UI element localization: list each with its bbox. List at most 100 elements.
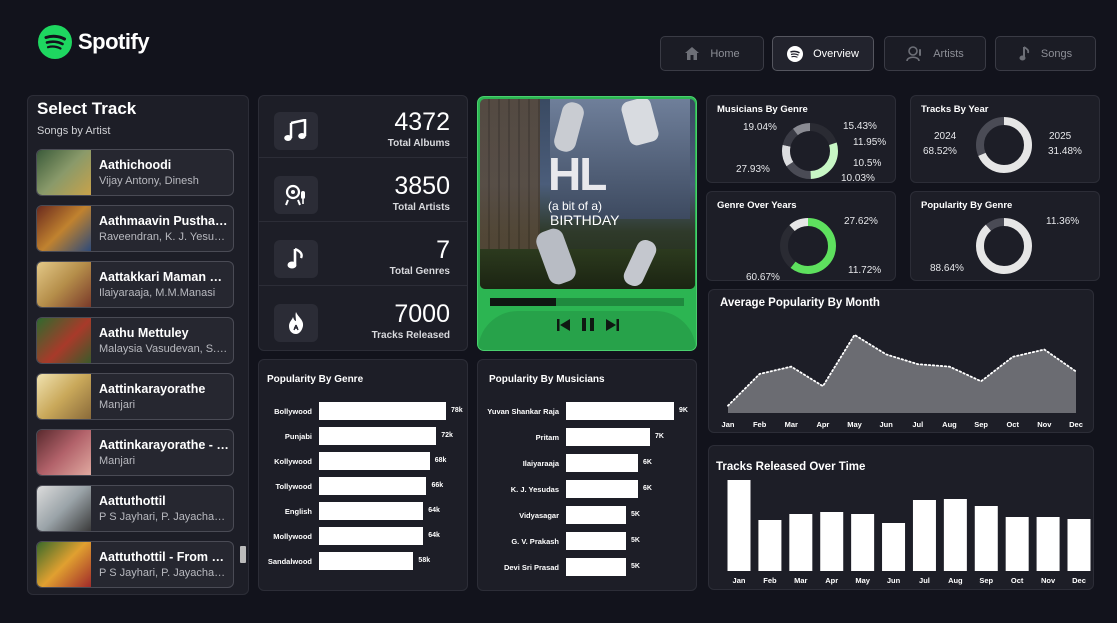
popularity-by-genre-donut (974, 216, 1034, 276)
area-fill (728, 335, 1076, 413)
next-icon[interactable] (606, 319, 619, 331)
bar[interactable] (566, 480, 638, 498)
kpi-label: Total Artists (393, 202, 450, 213)
track-item[interactable]: Aattuthottil P S Jayhari, P. Jayachandran (36, 485, 234, 532)
kpi-label: Tracks Released (372, 330, 450, 341)
bar-category-label: Pritam (536, 433, 559, 442)
bar[interactable] (1037, 517, 1060, 571)
x-tick-label: Jul (919, 576, 930, 585)
donut-label: 11.72% (848, 265, 881, 276)
track-name: Aattakkari Maman Ponnu (99, 270, 229, 284)
bar[interactable] (319, 452, 430, 470)
bar[interactable] (319, 477, 426, 495)
bar[interactable] (319, 427, 436, 445)
music-note-icon (274, 240, 318, 278)
track-item[interactable]: Aathmaavin Pusthakathil Raveendran, K. J.… (36, 205, 234, 252)
x-tick-label: Mar (785, 420, 798, 429)
bar[interactable] (789, 514, 812, 571)
bar[interactable] (319, 527, 423, 545)
spotify-icon (38, 25, 72, 59)
album-thumbnail (37, 206, 91, 251)
track-artist: Raveendran, K. J. Yesudas (99, 231, 229, 243)
donut-label: 11.95% (853, 137, 886, 148)
bar[interactable] (566, 532, 626, 550)
bar[interactable] (882, 523, 905, 571)
bar-category-label: Kollywood (274, 457, 312, 466)
album-thumbnail (37, 430, 91, 475)
bar[interactable] (319, 502, 423, 520)
nav-artists-button[interactable]: Artists (884, 36, 986, 71)
bar[interactable] (1006, 517, 1029, 571)
donut-slice[interactable] (980, 222, 1028, 270)
x-tick-label: Oct (1011, 576, 1024, 585)
previous-icon[interactable] (557, 319, 570, 331)
bar[interactable] (566, 454, 638, 472)
bar[interactable] (566, 428, 650, 446)
donut-label: 15.43% (843, 121, 877, 132)
bar[interactable] (820, 512, 843, 571)
bar[interactable] (913, 500, 936, 571)
bar[interactable] (319, 402, 446, 420)
track-item[interactable]: Aattinkarayorathe Manjari (36, 373, 234, 420)
nav-overview-button[interactable]: Overview (772, 36, 874, 71)
track-artist: Malaysia Vasudevan, S. Janaki (99, 343, 229, 355)
nav-songs-button[interactable]: Songs (995, 36, 1096, 71)
bar[interactable] (319, 552, 413, 570)
donut-label: 10.03% (841, 173, 875, 184)
bar-value-label: 5K (631, 563, 640, 570)
music-note-icon (1019, 46, 1031, 62)
bar-category-label: English (285, 507, 312, 516)
track-item[interactable]: Aathu Mettuley Malaysia Vasudevan, S. Jan… (36, 317, 234, 364)
bar[interactable] (758, 520, 781, 571)
bar[interactable] (566, 402, 674, 420)
brand-name: Spotify (78, 29, 149, 55)
track-artist: Manjari (99, 455, 229, 467)
x-tick-label: Aug (942, 420, 957, 429)
progress-fill (490, 298, 556, 306)
kpi-value: 4372 (394, 108, 450, 137)
bar-value-label: 68k (435, 457, 447, 464)
x-tick-label: Feb (753, 420, 767, 429)
album-art-birthday: BIRTHDAY (550, 212, 620, 228)
scrollbar-thumb[interactable] (240, 546, 246, 563)
album-thumbnail (37, 542, 91, 587)
bar[interactable] (975, 506, 998, 571)
avg-popularity-panel: Average Popularity By Month Jan Feb Mar Apr… (708, 289, 1094, 433)
kpi-tracks-released: 7000 Tracks Released (259, 288, 467, 350)
bar-value-label: 64k (428, 532, 440, 539)
pause-icon[interactable] (582, 318, 594, 331)
track-item[interactable]: Aathichoodi Vijay Antony, Dinesh (36, 149, 234, 196)
album-art: HL (a bit of a) BIRTHDAY (480, 99, 695, 289)
x-tick-label: Apr (816, 420, 829, 429)
bar[interactable] (851, 514, 874, 571)
nav-home-button[interactable]: Home (660, 36, 764, 71)
kpi-total-albums: 4372 Total Albums (259, 96, 467, 158)
bar[interactable] (566, 506, 626, 524)
x-tick-label: Sep (979, 576, 993, 585)
chart-title: Tracks By Year (921, 104, 988, 115)
x-tick-label: Jan (733, 576, 746, 585)
track-item[interactable]: Aattinkarayorathe - Female Manjari (36, 429, 234, 476)
track-name: Aattuthottil (99, 494, 229, 508)
track-name: Aattinkarayorathe - Female (99, 438, 229, 452)
player-controls-bar (478, 311, 696, 351)
bar[interactable] (944, 499, 967, 571)
bar[interactable] (1068, 519, 1091, 571)
track-name: Aattuthottil - From "Ambili" (99, 550, 229, 564)
track-artist: P S Jayhari, P. Jayachandran (99, 511, 229, 523)
kpi-value: 7000 (394, 300, 450, 329)
track-item[interactable]: Aattuthottil - From "Ambili" P S Jayhari,… (36, 541, 234, 588)
album-thumbnail (37, 374, 91, 419)
bar-category-label: Sandalwood (268, 557, 312, 566)
donut-label: 19.04% (743, 122, 777, 133)
bar[interactable] (728, 480, 751, 571)
progress-track[interactable] (490, 298, 684, 306)
singer-icon (274, 176, 318, 214)
bar-category-label: G. V. Prakash (511, 537, 559, 546)
kpi-total-artists: 3850 Total Artists (259, 160, 467, 222)
album-thumbnail (37, 486, 91, 531)
track-item[interactable]: Aattakkari Maman Ponnu Ilaiyaraaja, M.M.M… (36, 261, 234, 308)
bar[interactable] (566, 558, 626, 576)
x-tick-label: Nov (1041, 576, 1056, 585)
track-name: Aattinkarayorathe (99, 382, 229, 396)
